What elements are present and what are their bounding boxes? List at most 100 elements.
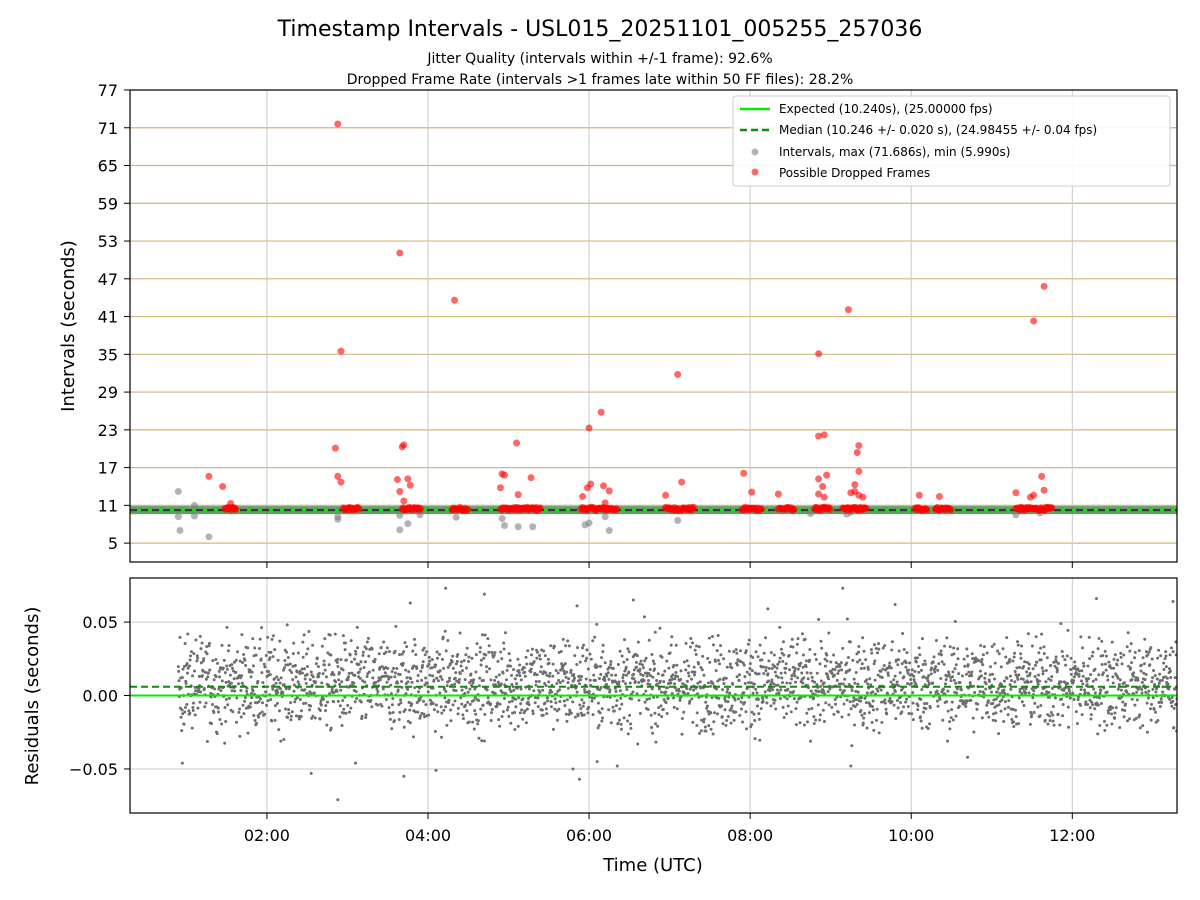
residual-point [676, 674, 680, 678]
residual-point [709, 727, 713, 731]
residual-point [1084, 700, 1088, 704]
residual-point [566, 639, 570, 643]
dropped-frame-point [451, 296, 459, 304]
residual-point [1083, 688, 1087, 692]
residual-point [767, 679, 771, 683]
residual-point [881, 667, 885, 671]
residual-point [1054, 655, 1058, 659]
residual-point [985, 703, 989, 707]
residual-point [439, 705, 443, 709]
residual-points [176, 586, 1177, 802]
residual-point [1146, 653, 1150, 657]
residual-point [376, 703, 380, 707]
residual-point [296, 680, 300, 684]
residual-point [461, 713, 465, 717]
residual-point [1147, 689, 1151, 693]
residual-point [836, 710, 840, 714]
residual-point [581, 646, 585, 650]
residual-point [766, 607, 770, 611]
residual-point [712, 711, 716, 715]
residual-point [848, 668, 852, 672]
residual-point [814, 718, 818, 722]
residual-point [649, 674, 653, 678]
residual-point [253, 646, 257, 650]
y-tick-label: 23 [98, 421, 118, 440]
residual-point [587, 705, 591, 709]
residual-point [271, 655, 275, 659]
residual-point [1096, 647, 1100, 651]
residual-point [275, 701, 279, 705]
residual-point [923, 683, 927, 687]
residual-point [1065, 654, 1069, 658]
residual-point [1039, 658, 1043, 662]
residual-point [1150, 702, 1154, 706]
residual-point [968, 681, 972, 685]
residual-point [523, 674, 527, 678]
residual-point [232, 660, 236, 664]
residual-point [522, 666, 526, 670]
residual-point [205, 652, 209, 656]
x-tick-label: 08:00 [727, 826, 773, 845]
residual-point [410, 680, 414, 684]
residual-point [206, 675, 210, 679]
residual-point [726, 700, 730, 704]
residual-point [249, 675, 253, 679]
residual-point [593, 678, 597, 682]
residual-point [292, 641, 296, 645]
residual-point [1152, 668, 1156, 672]
residual-point [187, 709, 191, 713]
residual-point [619, 696, 623, 700]
residual-point [833, 668, 837, 672]
residual-point [268, 673, 272, 677]
residual-point [904, 700, 908, 704]
residual-point [269, 650, 273, 654]
residual-point [209, 722, 213, 726]
residual-point [748, 662, 752, 666]
residual-point [773, 698, 777, 702]
residual-point [536, 705, 540, 709]
residual-point [185, 703, 189, 707]
residual-point [1133, 656, 1137, 660]
residual-point [970, 670, 974, 674]
dropped-frame-point [815, 432, 823, 440]
residual-point [507, 700, 511, 704]
residual-point [439, 735, 443, 739]
residual-point [295, 696, 299, 700]
dropped-frame-point [496, 484, 504, 492]
residual-point [180, 761, 184, 765]
residual-point [1136, 678, 1140, 682]
residual-point [986, 699, 990, 703]
residual-point [614, 673, 618, 677]
residual-point [954, 681, 958, 685]
residual-point [816, 703, 820, 707]
residual-point [1032, 689, 1036, 693]
residual-point [223, 671, 227, 675]
residual-point [404, 692, 408, 696]
residual-point [431, 674, 435, 678]
residual-point [1079, 635, 1083, 639]
residual-point [363, 660, 367, 664]
dropped-frame-point [232, 505, 240, 513]
residual-point [1035, 660, 1039, 664]
residual-point [920, 726, 924, 730]
residual-point [202, 657, 206, 661]
residual-point [286, 663, 290, 667]
residual-point [869, 648, 873, 652]
residual-point [365, 640, 369, 644]
residual-point [434, 768, 438, 772]
residual-point [323, 668, 327, 672]
residual-point [189, 654, 193, 658]
residual-point [675, 707, 679, 711]
residual-point [217, 670, 221, 674]
residual-point [670, 692, 674, 696]
residual-point [453, 699, 457, 703]
residual-point [1062, 688, 1066, 692]
residual-point [860, 696, 864, 700]
residual-point [758, 738, 762, 742]
residual-point [532, 689, 536, 693]
residual-point [865, 691, 869, 695]
residual-point [364, 713, 368, 717]
residual-point [609, 663, 613, 667]
residual-point [354, 690, 358, 694]
residual-point [248, 705, 252, 709]
